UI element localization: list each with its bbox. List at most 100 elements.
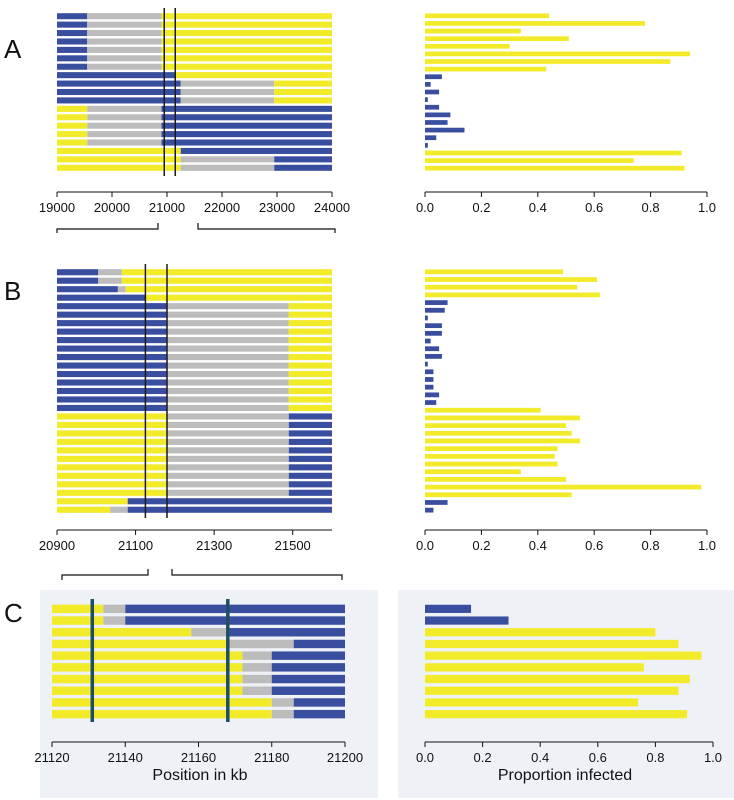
haplotype-segment-b-14-1 — [167, 387, 289, 395]
proportion-tick-label-a-0: 0.0 — [416, 200, 434, 215]
haplotype-segment-c-5-0 — [52, 663, 243, 672]
haplotype-segment-a-11-2 — [161, 105, 332, 112]
x-tick-label-a-5: 24000 — [314, 200, 350, 215]
proportion-tick-label-a-2: 0.4 — [529, 200, 547, 215]
haplotype-segment-b-4-2 — [288, 303, 332, 310]
y-axis-title: Proportion infected — [498, 767, 632, 784]
haplotype-segment-b-15-1 — [167, 396, 289, 403]
haplotype-segment-b-16-2 — [288, 404, 332, 412]
x-tick-label-c-3: 21180 — [254, 750, 289, 765]
haplotype-segment-b-7-1 — [167, 328, 289, 335]
haplotype-segment-b-4-0 — [57, 303, 167, 310]
haplotype-segment-b-11-1 — [167, 362, 289, 369]
haplotype-segment-b-19-2 — [288, 430, 332, 437]
haplotype-segment-c-0-2 — [125, 604, 345, 614]
haplotype-segment-b-21-0 — [57, 447, 167, 454]
proportion-bar-a-11 — [425, 97, 428, 102]
proportion-bar-c-2 — [425, 628, 656, 637]
haplotype-segment-c-3-2 — [293, 639, 345, 649]
haplotype-segment-b-4-1 — [167, 303, 289, 310]
haplotype-segment-a-4-0 — [57, 46, 88, 53]
haplotype-segment-b-16-1 — [167, 404, 289, 412]
haplotype-segment-a-5-0 — [57, 55, 88, 62]
proportion-bar-b-28 — [425, 484, 702, 490]
haplotype-segment-b-21-2 — [288, 447, 332, 454]
haplotype-segment-b-2-0 — [57, 286, 118, 293]
proportion-tick-label-a-3: 0.6 — [585, 200, 603, 215]
proportion-bar-c-8 — [425, 698, 639, 707]
haplotype-segment-b-12-0 — [57, 370, 167, 378]
haplotype-segment-c-6-2 — [271, 674, 345, 684]
haplotype-segment-b-7-0 — [57, 328, 167, 335]
haplotype-segment-b-1-1 — [98, 277, 122, 284]
proportion-bar-b-6 — [425, 315, 428, 321]
haplotype-segment-b-0-2 — [121, 269, 332, 276]
haplotype-segment-b-20-0 — [57, 438, 167, 445]
haplotype-segment-a-8-1 — [180, 80, 275, 87]
haplotype-segment-b-6-1 — [167, 320, 289, 327]
proportion-bar-b-4 — [425, 300, 448, 305]
haplotype-segment-c-9-2 — [293, 709, 345, 719]
x-tick-label-a-0: 19000 — [39, 200, 75, 215]
proportion-bar-b-1 — [425, 277, 598, 282]
haplotype-segment-a-17-2 — [274, 156, 332, 163]
haplotype-segment-c-2-1 — [191, 628, 228, 637]
haplotype-segment-b-10-1 — [167, 354, 289, 361]
haplotype-segment-c-3-0 — [52, 639, 228, 649]
proportion-bar-a-6 — [425, 59, 671, 64]
haplotype-segment-c-6-1 — [242, 674, 272, 684]
haplotype-segment-b-18-1 — [167, 421, 289, 428]
haplotype-segment-a-2-1 — [87, 30, 162, 37]
haplotype-segment-c-2-0 — [52, 628, 192, 637]
haplotype-segment-c-9-0 — [52, 709, 272, 719]
haplotype-segment-b-13-1 — [167, 379, 289, 386]
haplotype-segment-a-8-0 — [57, 80, 181, 87]
haplotype-segment-c-4-0 — [52, 651, 243, 660]
proportion-bar-b-19 — [425, 415, 581, 421]
haplotype-segment-b-23-1 — [167, 464, 289, 471]
proportion-bar-b-7 — [425, 323, 442, 329]
haplotype-segment-c-3-1 — [227, 639, 294, 649]
proportion-bar-b-17 — [425, 400, 437, 405]
haplotype-segment-a-4-2 — [161, 46, 332, 53]
proportion-tick-label-a-1: 0.2 — [472, 200, 490, 215]
haplotype-segment-b-22-0 — [57, 455, 167, 462]
haplotype-segment-b-28-0 — [57, 506, 111, 513]
haplotype-segment-b-23-0 — [57, 464, 167, 471]
proportion-bar-a-1 — [425, 21, 645, 26]
proportion-tick-label-b-0: 0.0 — [416, 538, 434, 553]
x-tick-label-a-2: 21000 — [149, 200, 185, 215]
proportion-bar-b-0 — [425, 269, 564, 275]
zoom-bracket-left-a — [56, 223, 159, 233]
proportion-bar-b-30 — [425, 500, 448, 505]
haplotype-segment-c-4-1 — [242, 651, 272, 660]
haplotype-segment-b-9-1 — [167, 345, 289, 352]
proportion-bar-b-9 — [425, 338, 431, 344]
proportion-tick-label-a-5: 1.0 — [698, 200, 716, 215]
haplotype-segment-b-13-0 — [57, 379, 167, 386]
haplotype-segment-a-1-0 — [57, 21, 88, 28]
proportion-bar-b-18 — [425, 407, 541, 413]
proportion-bar-b-20 — [425, 423, 566, 428]
haplotype-segment-a-7-1 — [175, 72, 332, 79]
haplotype-segment-a-16-1 — [180, 147, 332, 154]
haplotype-segment-b-12-2 — [288, 370, 332, 378]
haplotype-segment-a-12-0 — [57, 114, 88, 121]
proportion-bar-b-10 — [425, 346, 440, 352]
haplotype-segment-a-15-1 — [87, 139, 162, 146]
proportion-tick-label-c-5: 1.0 — [704, 750, 722, 765]
proportion-bar-a-2 — [425, 28, 521, 34]
proportion-bar-b-23 — [425, 446, 558, 452]
haplotype-segment-b-15-2 — [288, 396, 332, 403]
haplotype-segment-c-1-1 — [103, 616, 126, 625]
haplotype-segment-b-26-2 — [288, 489, 332, 496]
proportion-bar-b-29 — [425, 492, 572, 498]
proportion-bar-a-15 — [425, 127, 465, 133]
haplotype-segment-b-13-2 — [288, 379, 332, 386]
proportion-bar-a-9 — [425, 82, 431, 87]
haplotype-segment-a-1-2 — [161, 21, 332, 28]
panel-label-b: B — [4, 276, 21, 306]
proportion-tick-label-c-4: 0.8 — [646, 750, 664, 765]
haplotype-segment-b-15-0 — [57, 396, 167, 403]
